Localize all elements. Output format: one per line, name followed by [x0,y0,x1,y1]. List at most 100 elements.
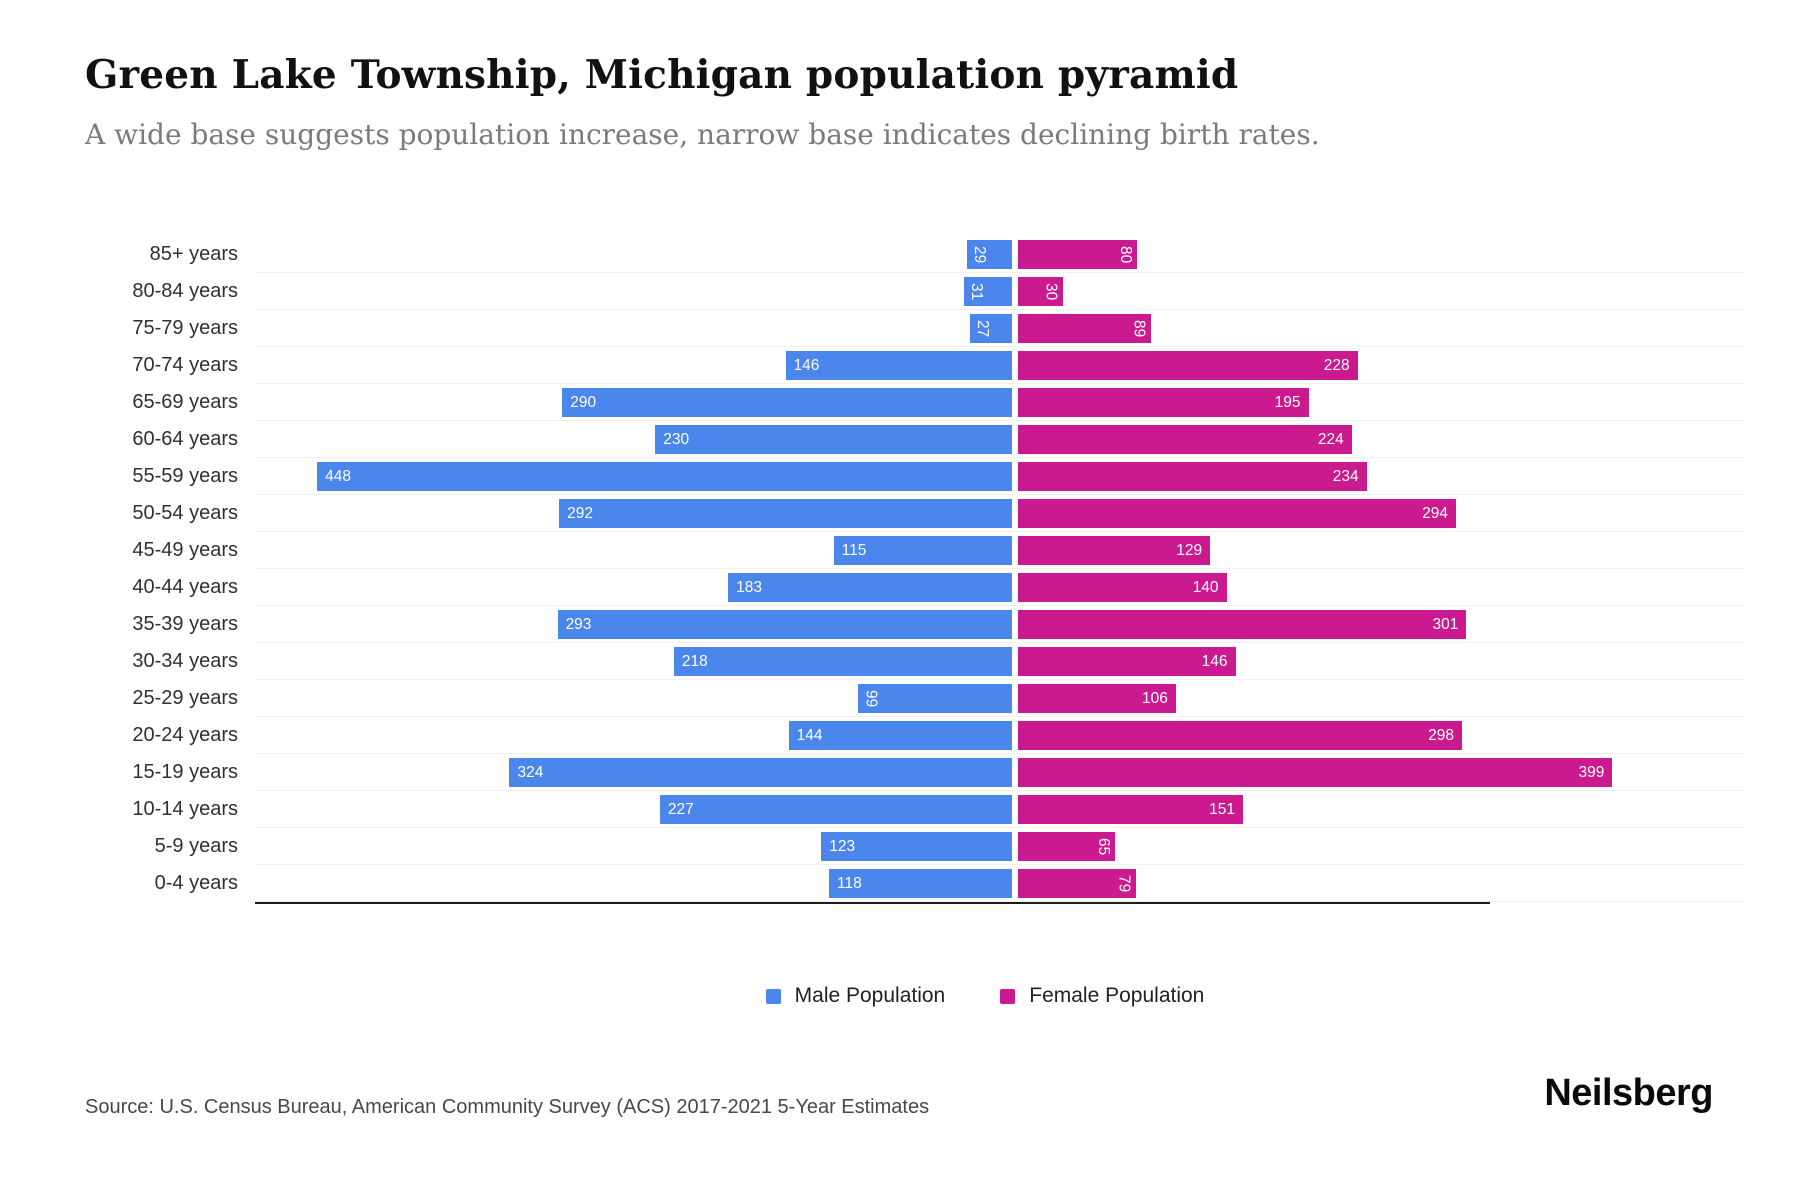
male-bar: 292 [559,499,1012,528]
female-bar: 146 [1018,647,1236,676]
row-track: 292 294 [255,495,1745,532]
pyramid-row: 55-59 years 448 234 [55,458,1745,495]
female-bar-value: 89 [1130,319,1148,338]
pyramid-row: 70-74 years 146 228 [55,347,1745,384]
male-bar: 230 [655,425,1012,454]
age-group-label: 70-74 years [132,354,238,376]
row-track: 31 30 [255,273,1745,310]
age-group-label: 25-29 years [132,687,238,709]
female-bar: 30 [1018,277,1063,306]
male-zone: 324 [255,754,1015,790]
female-zone: 298 [1015,717,1745,753]
female-bar: 129 [1018,536,1211,565]
male-bar-value: 118 [836,874,862,892]
row-track: 183 140 [255,569,1745,606]
female-zone: 129 [1015,532,1745,568]
age-group-label: 65-69 years [132,391,238,413]
female-zone: 65 [1015,828,1745,864]
pyramid-row: 20-24 years 144 298 [55,717,1745,754]
pyramid-row: 50-54 years 292 294 [55,495,1745,532]
male-bar-value: 146 [793,356,820,374]
male-zone: 29 [255,236,1015,272]
male-zone: 146 [255,347,1015,383]
chart-legend: Male Population Female Population [85,984,1800,1008]
male-bar-value: 324 [517,763,544,781]
female-bar-value: 30 [1042,282,1060,301]
male-bar-value: 123 [829,837,856,855]
male-bar: 290 [562,388,1012,417]
female-bar-value: 129 [1176,541,1203,559]
pyramid-rows: 85+ years 29 80 80-84 years 31 30 75-79 years 2… [55,236,1745,902]
row-track: 118 79 [255,865,1745,902]
x-axis-line [255,902,1490,904]
female-bar: 140 [1018,573,1227,602]
row-track: 27 89 [255,310,1745,347]
female-zone: 224 [1015,421,1745,457]
male-zone: 118 [255,865,1015,901]
age-group-label: 45-49 years [132,539,238,561]
male-zone: 27 [255,310,1015,346]
row-track: 227 151 [255,791,1745,828]
female-zone: 89 [1015,310,1745,346]
female-bar-value: 298 [1428,726,1454,744]
pyramid-row: 0-4 years 118 79 [55,865,1745,902]
male-bar-value: 293 [565,615,592,633]
legend-item-female: Female Population [1000,984,1204,1008]
female-zone: 146 [1015,643,1745,679]
legend-item-male: Male Population [765,984,945,1008]
female-bar-value: 79 [1115,874,1133,893]
male-bar-value: 115 [841,541,867,559]
male-zone: 183 [255,569,1015,605]
age-group-label: 20-24 years [132,724,238,746]
male-bar-value: 29 [971,245,989,264]
female-bar-value: 399 [1578,763,1605,781]
row-track: 293 301 [255,606,1745,643]
female-zone: 79 [1015,865,1745,901]
female-bar: 234 [1018,462,1367,491]
pyramid-row: 40-44 years 183 140 [55,569,1745,606]
female-bar-value: 195 [1274,393,1301,411]
male-bar: 293 [557,610,1012,639]
male-bar: 144 [788,721,1012,750]
male-bar-value: 290 [570,393,597,411]
pyramid-row: 85+ years 29 80 [55,236,1745,273]
male-bar: 448 [317,462,1012,491]
male-zone: 448 [255,458,1015,494]
source-attribution: Source: U.S. Census Bureau, American Com… [85,1096,930,1118]
pyramid-row: 10-14 years 227 151 [55,791,1745,828]
male-bar-value: 292 [567,504,593,522]
female-bar: 151 [1018,795,1243,824]
age-group-label: 80-84 years [132,280,238,302]
male-zone: 99 [255,680,1015,716]
age-group-label: 35-39 years [132,613,238,635]
male-bar: 123 [821,832,1012,861]
male-bar-value: 183 [736,578,763,596]
row-track: 448 234 [255,458,1745,495]
male-zone: 293 [255,606,1015,642]
female-bar-value: 294 [1422,504,1448,522]
row-track: 230 224 [255,421,1745,458]
male-bar-value: 99 [862,689,880,708]
female-bar: 80 [1018,240,1138,269]
male-bar-value: 218 [681,652,708,670]
male-zone: 292 [255,495,1015,531]
female-legend-swatch-icon [1000,988,1016,1004]
age-group-label: 40-44 years [132,576,238,598]
age-group-label: 75-79 years [132,317,238,339]
male-zone: 31 [255,273,1015,309]
female-bar: 106 [1018,684,1176,713]
female-bar-value: 65 [1094,837,1112,856]
female-bar: 79 [1018,869,1136,898]
female-zone: 301 [1015,606,1745,642]
female-bar: 301 [1018,610,1467,639]
age-group-label: 10-14 years [132,798,238,820]
age-group-label: 5-9 years [154,835,238,857]
female-bar: 298 [1018,721,1462,750]
female-bar-value: 106 [1142,689,1168,707]
pyramid-row: 15-19 years 324 399 [55,754,1745,791]
pyramid-row: 30-34 years 218 146 [55,643,1745,680]
female-zone: 140 [1015,569,1745,605]
male-bar: 218 [673,647,1012,676]
male-bar: 183 [728,573,1012,602]
row-track: 123 65 [255,828,1745,865]
